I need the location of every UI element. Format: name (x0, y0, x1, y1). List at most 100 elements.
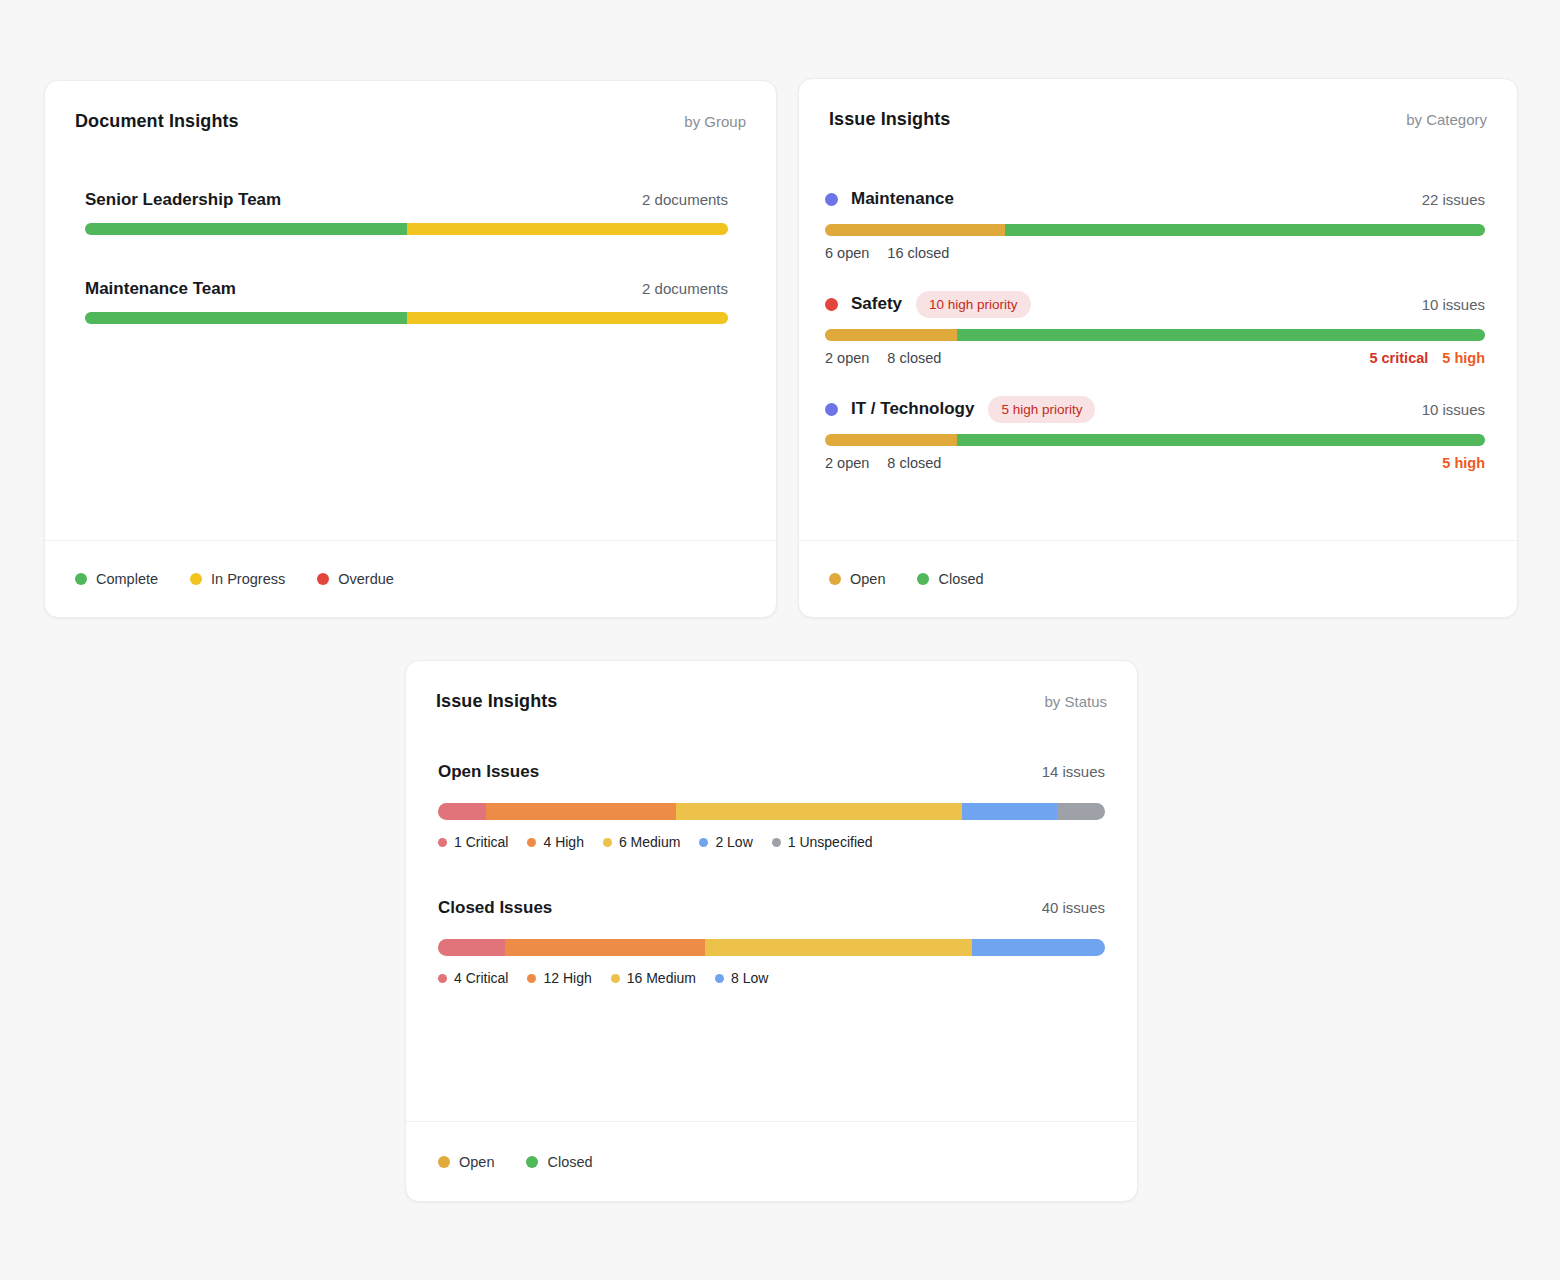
stacked-bar (438, 939, 1105, 956)
legend-item: Open (829, 571, 885, 587)
legend: Open Closed (406, 1121, 1137, 1201)
high-count: 5 high (1442, 350, 1485, 366)
category-rows: Maintenance 22 issues 6 open 16 closed S… (825, 184, 1485, 471)
category-dot-icon (825, 193, 838, 206)
high-priority-badge: 5 high priority (988, 396, 1095, 423)
critical-dot-icon (438, 974, 447, 983)
issue-insights-category-card: Issue Insights by Category Maintenance 2… (798, 78, 1518, 618)
legend-item: 8 Low (715, 970, 768, 986)
legend-label: 4 Critical (454, 970, 508, 986)
document-count: 2 documents (642, 280, 728, 297)
overdue-dot-icon (317, 573, 329, 585)
priority-legend: 1 Critical 4 High 6 Medium 2 Low 1 Unspe… (438, 834, 1105, 850)
bar-segment (438, 939, 505, 956)
legend-label: 16 Medium (627, 970, 696, 986)
issue-count: 22 issues (1422, 191, 1485, 208)
group-name: Maintenance Team (85, 279, 236, 299)
card-header: Issue Insights by Category (799, 79, 1517, 130)
category-row: Safety 10 high priority 10 issues 2 open… (825, 289, 1485, 366)
legend-label: 2 Low (715, 834, 752, 850)
legend-item: 12 High (527, 970, 591, 986)
closed-count: 16 closed (887, 245, 949, 261)
open-count: 2 open (825, 350, 869, 366)
category-dot-icon (825, 298, 838, 311)
document-count: 2 documents (642, 191, 728, 208)
in-progress-dot-icon (190, 573, 202, 585)
legend-item: Overdue (317, 571, 394, 587)
bar-segment (486, 803, 677, 820)
high-dot-icon (527, 974, 536, 983)
priority-legend: 4 Critical 12 High 16 Medium 8 Low (438, 970, 1105, 986)
legend-item: 1 Unspecified (772, 834, 873, 850)
status-section: Open Issues 14 issues 1 Critical 4 High … (438, 762, 1105, 850)
status-name: Open Issues (438, 762, 539, 782)
high-priority-badge: 10 high priority (916, 291, 1031, 318)
stacked-bar (825, 329, 1485, 341)
closed-dot-icon (526, 1156, 538, 1168)
bar-segment (825, 434, 957, 446)
issue-count: 10 issues (1422, 401, 1485, 418)
critical-dot-icon (438, 838, 447, 847)
legend-item: 2 Low (699, 834, 752, 850)
legend-item: 1 Critical (438, 834, 508, 850)
closed-count: 8 closed (887, 350, 941, 366)
issue-count: 14 issues (1042, 763, 1105, 780)
legend-item: 4 High (527, 834, 583, 850)
category-name: Maintenance (851, 189, 954, 209)
bar-segment (825, 329, 957, 341)
legend-label: 6 Medium (619, 834, 680, 850)
medium-dot-icon (603, 838, 612, 847)
stacked-bar (825, 434, 1485, 446)
legend-label: Closed (938, 571, 983, 587)
high-dot-icon (527, 838, 536, 847)
card-header: Issue Insights by Status (406, 661, 1137, 712)
legend-label: 4 High (543, 834, 583, 850)
stacked-bar (85, 223, 728, 235)
bar-segment (438, 803, 486, 820)
status-sections: Open Issues 14 issues 1 Critical 4 High … (438, 762, 1105, 986)
group-by-label: by Category (1406, 111, 1487, 128)
legend-item: Closed (917, 571, 983, 587)
card-title: Issue Insights (436, 691, 557, 712)
bar-segment (407, 223, 729, 235)
card-title: Document Insights (75, 111, 239, 132)
legend-label: 12 High (543, 970, 591, 986)
open-dot-icon (438, 1156, 450, 1168)
document-insights-card: Document Insights by Group Senior Leader… (44, 80, 777, 618)
complete-dot-icon (75, 573, 87, 585)
group-name: Senior Leadership Team (85, 190, 281, 210)
card-header: Document Insights by Group (45, 81, 776, 132)
legend-item: 16 Medium (611, 970, 696, 986)
stacked-bar (825, 224, 1485, 236)
medium-dot-icon (611, 974, 620, 983)
closed-count: 8 closed (887, 455, 941, 471)
high-count: 5 high (1442, 455, 1485, 471)
legend-item: In Progress (190, 571, 285, 587)
open-count: 6 open (825, 245, 869, 261)
legend-item: 6 Medium (603, 834, 680, 850)
legend-label: Complete (96, 571, 158, 587)
bar-segment (705, 939, 972, 956)
category-name: Safety (851, 294, 902, 314)
bar-segment (1057, 803, 1105, 820)
legend-label: Open (459, 1154, 494, 1170)
bar-segment (825, 224, 1005, 236)
legend-item: 4 Critical (438, 970, 508, 986)
category-name: IT / Technology (851, 399, 974, 419)
legend: Open Closed (799, 540, 1517, 617)
group-by-label: by Group (684, 113, 746, 130)
low-dot-icon (715, 974, 724, 983)
issue-insights-status-card: Issue Insights by Status Open Issues 14 … (405, 660, 1138, 1202)
category-row: Maintenance 22 issues 6 open 16 closed (825, 184, 1485, 261)
issue-count: 40 issues (1042, 899, 1105, 916)
document-rows: Senior Leadership Team 2 documents Maint… (85, 190, 728, 324)
legend-label: In Progress (211, 571, 285, 587)
group-by-label: by Status (1044, 693, 1107, 710)
category-row: IT / Technology 5 high priority 10 issue… (825, 394, 1485, 471)
open-count: 2 open (825, 455, 869, 471)
card-title: Issue Insights (829, 109, 950, 130)
legend-item: Open (438, 1154, 494, 1170)
legend-item: Closed (526, 1154, 592, 1170)
bar-segment (85, 223, 407, 235)
group-row: Senior Leadership Team 2 documents (85, 190, 728, 235)
